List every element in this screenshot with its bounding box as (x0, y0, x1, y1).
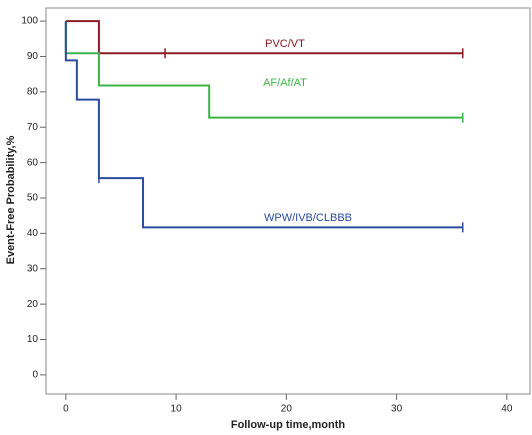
x-axis-title: Follow-up time,month (231, 419, 346, 431)
survival-line (64, 21, 463, 229)
y-tick-label: 40 (27, 228, 39, 239)
y-tick-label: 20 (27, 299, 39, 310)
y-tick-label: 100 (21, 16, 38, 27)
y-axis-title: Event-Free Probability,% (5, 135, 17, 264)
y-tick-label: 0 (32, 370, 38, 381)
survival-line (65, 20, 463, 55)
y-tick-label: 60 (27, 157, 39, 168)
x-tick-label: 20 (281, 404, 293, 415)
series-label: AF/Af/AT (263, 77, 307, 89)
y-tick-label: 70 (27, 122, 39, 133)
series-label: WPW/IVB/CLBBB (264, 212, 352, 224)
y-tick-label: 30 (27, 263, 39, 274)
series-label: PVC/VT (265, 38, 305, 50)
y-tick-label: 10 (27, 334, 39, 345)
x-tick-label: 30 (391, 404, 403, 415)
x-tick-label: 40 (501, 404, 513, 415)
x-tick-label: 10 (171, 404, 183, 415)
y-tick-label: 50 (27, 193, 39, 204)
plot-frame (45, 7, 531, 395)
x-tick-label: 0 (63, 404, 69, 415)
y-tick-label: 90 (27, 51, 39, 62)
y-tick-label: 80 (27, 86, 39, 97)
